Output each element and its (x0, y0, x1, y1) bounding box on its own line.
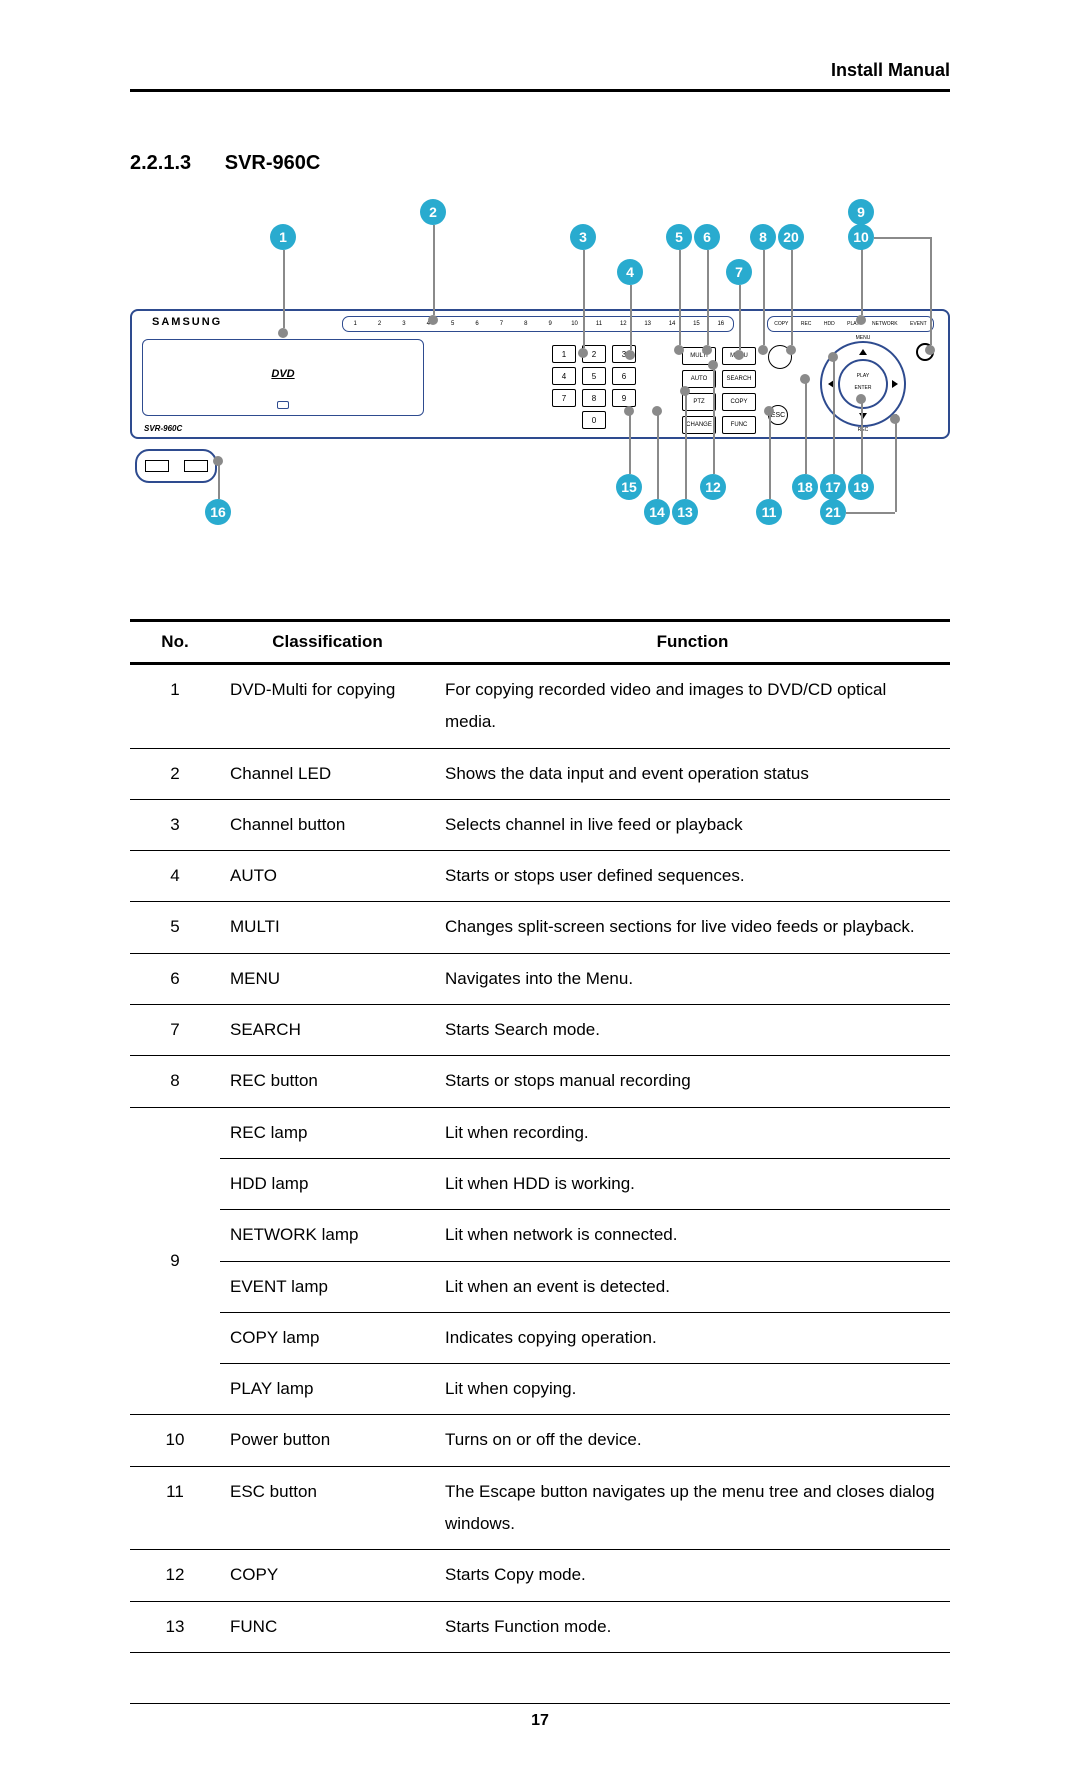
cell-classification: REC button (220, 1056, 435, 1107)
callout-2: 2 (420, 199, 446, 225)
cell-function: Shows the data input and event operation… (435, 748, 950, 799)
cell-no: 8 (130, 1056, 220, 1107)
cell-no: 10 (130, 1415, 220, 1466)
callout-18: 18 (792, 474, 818, 500)
callout-3: 3 (570, 224, 596, 250)
callout-14: 14 (644, 499, 670, 525)
cell-no: 2 (130, 748, 220, 799)
cell-classification: AUTO (220, 851, 435, 902)
section-heading: 2.2.1.3 SVR-960C (130, 152, 950, 175)
cell-classification: FUNC (220, 1601, 435, 1652)
cell-function: Lit when copying. (435, 1364, 950, 1415)
cell-function: For copying recorded video and images to… (435, 664, 950, 749)
function-table: No. Classification Function 1DVD-Multi f… (130, 619, 950, 1653)
cell-function: Starts Copy mode. (435, 1550, 950, 1601)
cell-no: 11 (130, 1466, 220, 1550)
cell-function: Selects channel in live feed or playback (435, 799, 950, 850)
header-rule (130, 89, 950, 92)
cell-classification: Power button (220, 1415, 435, 1466)
callout-4: 4 (617, 259, 643, 285)
page-footer: 17 (130, 1703, 950, 1730)
device-diagram: SAMSUNG 12345678910111213141516 COPYRECH… (130, 199, 950, 589)
device-front-panel: SAMSUNG 12345678910111213141516 COPYRECH… (130, 309, 950, 439)
cell-classification: COPY lamp (220, 1312, 435, 1363)
callout-12: 12 (700, 474, 726, 500)
cell-function: Lit when an event is detected. (435, 1261, 950, 1312)
cell-classification: DVD-Multi for copying (220, 664, 435, 749)
callout-16: 16 (205, 499, 231, 525)
cell-function: Starts Search mode. (435, 1005, 950, 1056)
brand-label: SAMSUNG (152, 316, 222, 328)
cell-classification: MULTI (220, 902, 435, 953)
th-classification: Classification (220, 621, 435, 664)
th-no: No. (130, 621, 220, 664)
cell-function: The Escape button navigates up the menu … (435, 1466, 950, 1550)
callout-20: 20 (778, 224, 804, 250)
dvd-drive-bay: DVD (142, 339, 424, 416)
cell-no: 6 (130, 953, 220, 1004)
page-number: 17 (531, 1712, 549, 1729)
cell-no: 3 (130, 799, 220, 850)
cell-classification: SEARCH (220, 1005, 435, 1056)
callout-19: 19 (848, 474, 874, 500)
cell-classification: REC lamp (220, 1107, 435, 1158)
cell-no: 4 (130, 851, 220, 902)
cell-classification: COPY (220, 1550, 435, 1601)
callout-13: 13 (672, 499, 698, 525)
callout-11: 11 (756, 499, 782, 525)
cell-function: Changes split-screen sections for live v… (435, 902, 950, 953)
cell-no: 9 (130, 1107, 220, 1415)
control-button-grid: MULTIMENUAUTOSEARCHPTZCOPYCHANGEFUNC (682, 347, 756, 434)
cell-function: Lit when recording. (435, 1107, 950, 1158)
th-function: Function (435, 621, 950, 664)
cell-classification: NETWORK lamp (220, 1210, 435, 1261)
cell-classification: ESC button (220, 1466, 435, 1550)
cell-no: 1 (130, 664, 220, 749)
cell-function: Lit when HDD is working. (435, 1158, 950, 1209)
cell-no: 13 (130, 1601, 220, 1652)
cell-function: Starts or stops manual recording (435, 1056, 950, 1107)
callout-15: 15 (616, 474, 642, 500)
dvd-label: DVD (271, 368, 294, 380)
cell-function: Navigates into the Menu. (435, 953, 950, 1004)
cell-function: Indicates copying operation. (435, 1312, 950, 1363)
section-number: 2.2.1.3 (130, 152, 191, 174)
cell-function: Lit when network is connected. (435, 1210, 950, 1261)
cell-classification: Channel button (220, 799, 435, 850)
callout-1: 1 (270, 224, 296, 250)
channel-led-strip: 12345678910111213141516 (342, 316, 734, 332)
section-title-text: SVR-960C (225, 152, 321, 174)
cell-classification: HDD lamp (220, 1158, 435, 1209)
callout-7: 7 (726, 259, 752, 285)
usb-port-box (135, 449, 217, 483)
header-right: Install Manual (831, 60, 950, 81)
cell-no: 5 (130, 902, 220, 953)
cell-function: Turns on or off the device. (435, 1415, 950, 1466)
numeric-keypad: 1234567890 (552, 345, 636, 429)
cell-function: Starts Function mode. (435, 1601, 950, 1652)
callout-6: 6 (694, 224, 720, 250)
cell-no: 12 (130, 1550, 220, 1601)
callout-9: 9 (848, 199, 874, 225)
cell-no: 7 (130, 1005, 220, 1056)
callout-17: 17 (820, 474, 846, 500)
callout-10: 10 (848, 224, 874, 250)
cell-classification: Channel LED (220, 748, 435, 799)
callout-5: 5 (666, 224, 692, 250)
cell-function: Starts or stops user defined sequences. (435, 851, 950, 902)
cell-classification: PLAY lamp (220, 1364, 435, 1415)
cell-classification: MENU (220, 953, 435, 1004)
cell-classification: EVENT lamp (220, 1261, 435, 1312)
model-label: SVR-960C (144, 424, 182, 433)
callout-21: 21 (820, 499, 846, 525)
callout-8: 8 (750, 224, 776, 250)
